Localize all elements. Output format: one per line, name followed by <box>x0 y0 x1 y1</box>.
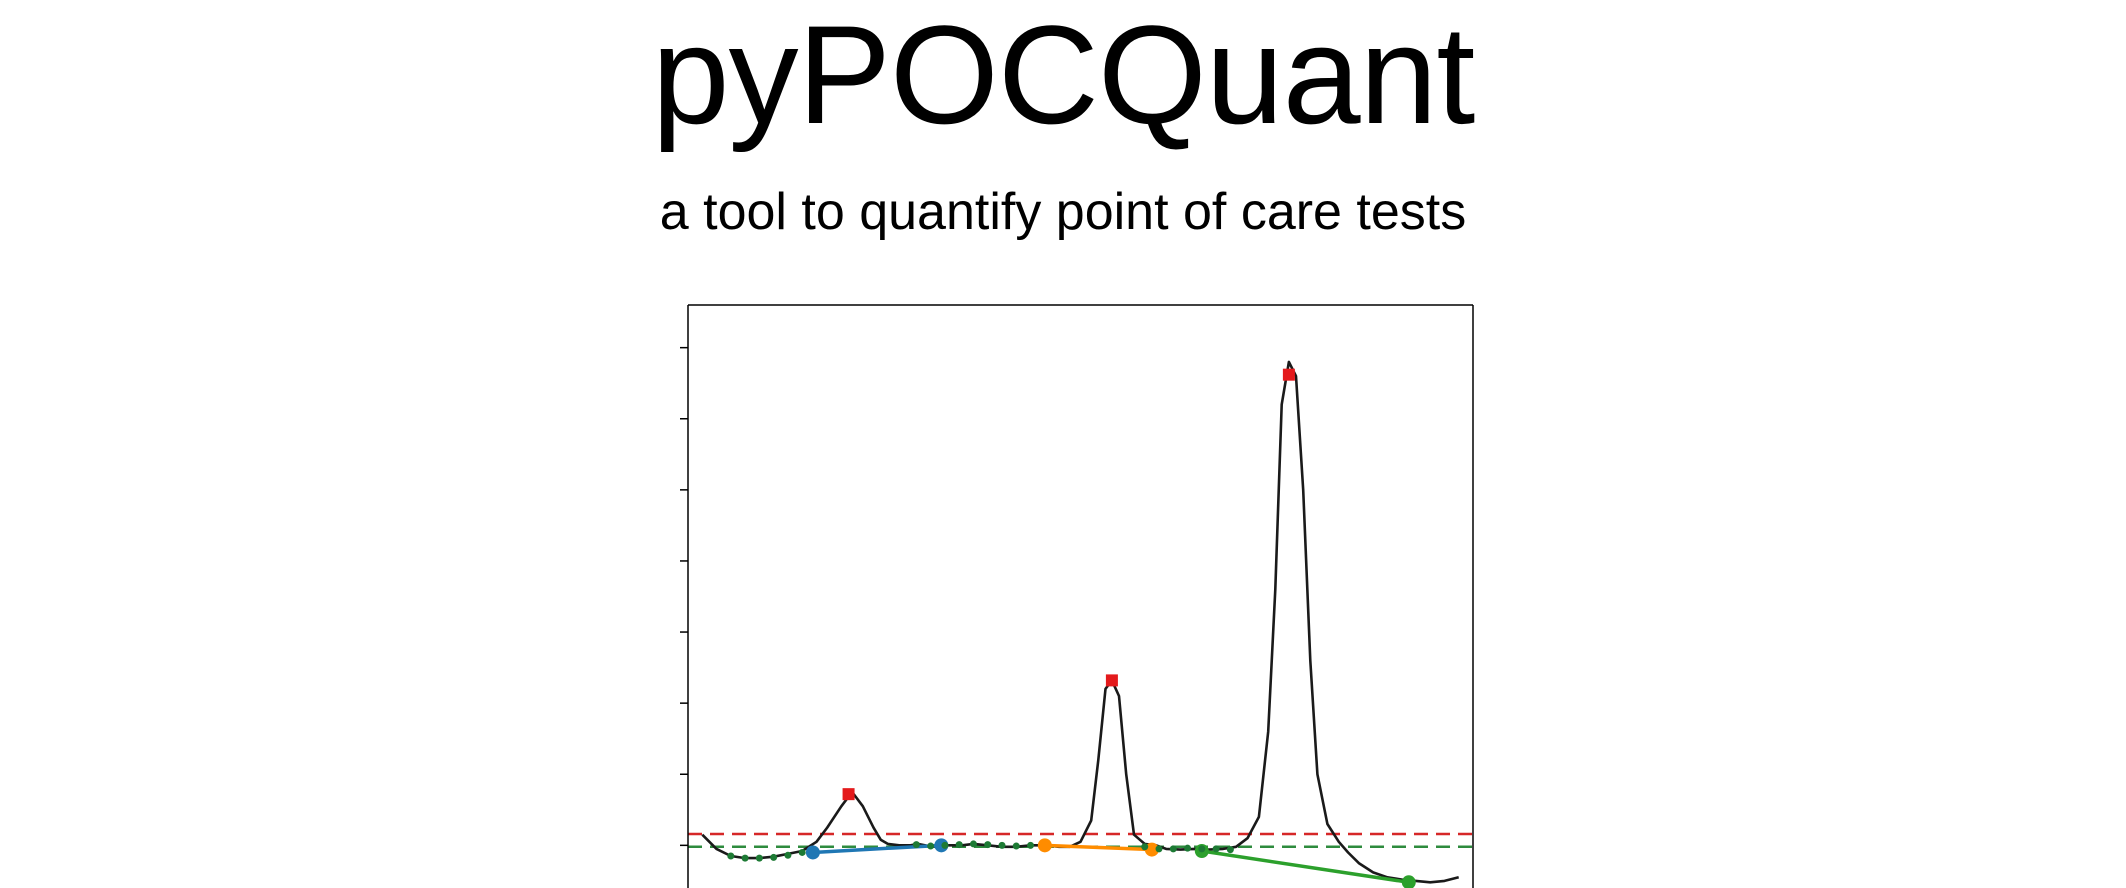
noise-point-21 <box>1226 846 1234 854</box>
peak-marker-0 <box>842 788 855 801</box>
noise-point-11 <box>984 841 992 849</box>
noise-point-18 <box>1184 844 1192 852</box>
baseline-point-0-0 <box>805 845 820 860</box>
noise-point-16 <box>1155 845 1163 853</box>
noise-point-1 <box>741 854 749 862</box>
baseline-point-0-1 <box>934 838 949 853</box>
profile-line <box>701 360 1460 884</box>
noise-point-4 <box>784 851 792 859</box>
app-title: pyPOCQuant <box>651 0 1476 153</box>
noise-point-14 <box>1027 841 1035 849</box>
baseline-segment-0 <box>812 843 942 855</box>
noise-point-20 <box>1212 845 1220 853</box>
baseline-segment-2 <box>1201 849 1410 885</box>
baseline-segment-1 <box>1044 843 1152 852</box>
noise-point-13 <box>1012 842 1020 850</box>
noise-point-2 <box>755 854 763 862</box>
noise-point-7 <box>927 842 935 850</box>
peak-marker-2 <box>1282 368 1295 381</box>
baseline-point-1-1 <box>1144 842 1159 857</box>
app-subtitle: a tool to quantify point of care tests <box>659 183 1467 241</box>
noise-point-6 <box>912 841 920 849</box>
noise-point-9 <box>955 841 963 849</box>
baseline-point-1-0 <box>1037 838 1052 853</box>
noise-point-5 <box>798 848 806 856</box>
noise-point-12 <box>998 841 1006 849</box>
noise-point-15 <box>1141 843 1149 851</box>
baseline-point-2-1 <box>1401 875 1416 888</box>
noise-point-0 <box>727 852 735 860</box>
noise-point-19 <box>1198 845 1206 853</box>
noise-point-17 <box>1169 845 1177 853</box>
peak-marker-1 <box>1105 674 1118 687</box>
noise-point-10 <box>969 840 977 848</box>
noise-point-8 <box>941 841 949 849</box>
noise-point-3 <box>770 853 778 861</box>
